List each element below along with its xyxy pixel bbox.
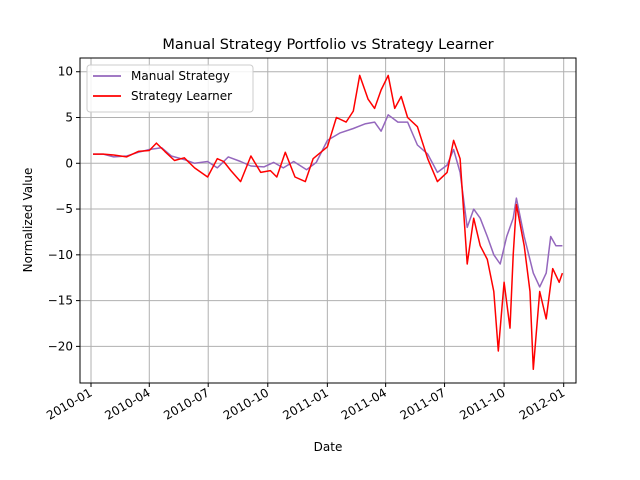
y-tick-label: 0 (65, 156, 73, 170)
legend: Manual Strategy Strategy Learner (86, 64, 254, 113)
y-tick-label: −20 (48, 339, 73, 353)
legend-box (86, 64, 254, 113)
y-tick-label: 5 (65, 111, 73, 125)
x-tick-label: 2011-07 (398, 385, 448, 422)
y-tick-label: 10 (58, 65, 73, 79)
series-line-2 (93, 74, 564, 371)
plot-frame (79, 57, 577, 384)
x-tick-label: 2010-07 (161, 385, 211, 422)
series-lines (93, 74, 564, 371)
y-axis-title: Normalized Value (21, 168, 35, 273)
chart-title: Manual Strategy Portfolio vs Strategy Le… (162, 37, 493, 53)
x-tick-label: 2010-10 (221, 385, 271, 422)
series-line-1 (93, 114, 563, 288)
x-tick-label: 2011-10 (457, 385, 507, 422)
x-tick-label: 2010-01 (44, 385, 94, 422)
y-tick-label: −5 (55, 202, 73, 216)
y-axis: 10 5 0 −5 −10 −15 −20 (48, 65, 80, 353)
legend-label-1: Manual Strategy (131, 69, 230, 83)
x-tick-label: 2012-01 (517, 385, 567, 422)
x-axis-title: Date (314, 440, 343, 454)
y-tick-label: −15 (48, 294, 73, 308)
y-tick-label: −10 (48, 248, 73, 262)
legend-label-2: Strategy Learner (131, 89, 232, 103)
x-tick-label: 2011-01 (280, 385, 330, 422)
x-tick-label: 2011-04 (339, 385, 389, 422)
x-axis: 2010-01 2010-04 2010-07 2010-10 2011-01 2011-… (44, 383, 567, 423)
x-tick-label: 2010-04 (102, 385, 152, 422)
